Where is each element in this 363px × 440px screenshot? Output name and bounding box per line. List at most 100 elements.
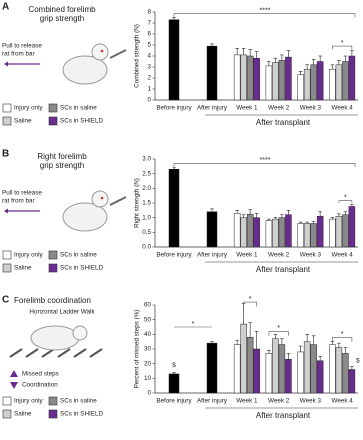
bar [278,344,286,394]
legend-label: SCs in SHIELD [60,118,103,125]
legend-swatch [2,409,12,419]
bar [329,218,336,248]
bar [253,57,260,101]
legend-note: Coordination [22,382,58,389]
bar [253,217,260,248]
bar [297,223,304,248]
bar [348,206,356,248]
bar [206,211,218,248]
bar [342,214,349,248]
ladder-rung [73,348,87,358]
note: rat from bar [2,51,35,58]
x-tick-label: Week 2 [268,252,290,259]
y-tick-label: 1 [147,86,151,93]
y-tick-label: 4 [147,53,151,60]
sig-bracket [173,13,356,17]
legend-note: Missed steps [22,371,59,378]
bar [297,351,304,394]
legend-label: SCs in saline [60,398,97,405]
panel-title: grip strength [40,14,84,23]
y-tick-label: 1.0 [142,214,151,221]
bar [278,217,286,248]
y-tick-label: 50 [144,316,152,323]
bar [329,344,336,394]
bar [265,65,273,101]
rat-eye [100,49,104,53]
rat-head [91,190,109,208]
sig-label: * [249,296,252,303]
triangle-down [10,382,18,389]
ladder-rung [25,348,39,358]
x-tick-label: Week 4 [332,398,354,405]
rat-head [72,325,88,341]
sig-bracket [332,336,353,342]
x-tick-label: Week 4 [332,105,354,112]
x-tick-label: Week 2 [268,105,290,112]
bar [246,213,254,248]
bar [168,19,180,101]
bar [342,61,349,101]
y-tick-label: 1.5 [142,200,151,207]
bar [303,223,311,248]
y-tick-label: 2 [147,75,151,82]
bar [335,215,343,248]
panel-label: C [2,295,9,306]
legend-label: SCs in SHIELD [60,265,103,272]
y-tick-label: 5 [147,42,151,49]
legend-label: SCs in SHIELD [60,411,103,418]
rat-body [62,55,108,85]
panel-title: Forelimb coordination [14,296,91,305]
legend-label: Injury only [14,398,44,405]
sig-bracket [332,45,353,50]
bar [168,373,180,394]
bar [285,56,292,101]
bar [168,169,180,248]
legend-label: Saline [14,265,32,272]
panel-label: B [2,149,9,160]
y-tick-label: 6 [147,31,151,38]
legend-label: Saline [14,411,32,418]
sig-label: * [344,194,347,201]
sig-label: * [341,40,344,47]
sig-bracket [268,331,289,336]
bar [297,74,304,101]
x-tick-label: Week 2 [268,398,290,405]
sig-label: **** [260,7,271,14]
bar [316,360,324,394]
legend-swatch [2,250,12,260]
sig-label: * [192,321,195,328]
x-tick-label: Week 4 [332,252,354,259]
sig-label: **** [260,157,271,164]
bar [329,68,336,101]
panel-title: Right forelimb [37,152,87,161]
x-tick-label: Before injury [156,252,192,259]
legend-swatch [48,263,58,273]
bar [240,217,247,248]
y-tick-label: 3 [147,64,151,71]
grip-bar [109,196,127,206]
note: rat from bar [2,198,35,205]
bar [285,359,292,394]
legend-label: Injury only [14,252,44,259]
legend-swatch [2,103,12,113]
legend-swatch [48,409,58,419]
ladder-rung [57,348,71,358]
legend-swatch [2,263,12,273]
bar [233,54,241,101]
y-tick-label: 2.5 [142,170,151,177]
y-tick-label: 8 [147,9,151,16]
bar [310,64,317,101]
bar [285,214,292,248]
bar [253,348,260,394]
y-axis-label: Percent of missed steps (%) [134,310,141,389]
x-tick-label: Week 3 [300,252,322,259]
bar [233,344,241,394]
y-axis-label: Right strength (N) [134,178,141,228]
x-tick-label: Week 1 [236,105,258,112]
y-tick-label: 40 [144,331,152,338]
group-label: After transplant [256,118,311,127]
sig-label: $ [172,362,176,369]
y-tick-label: 10 [144,375,152,382]
